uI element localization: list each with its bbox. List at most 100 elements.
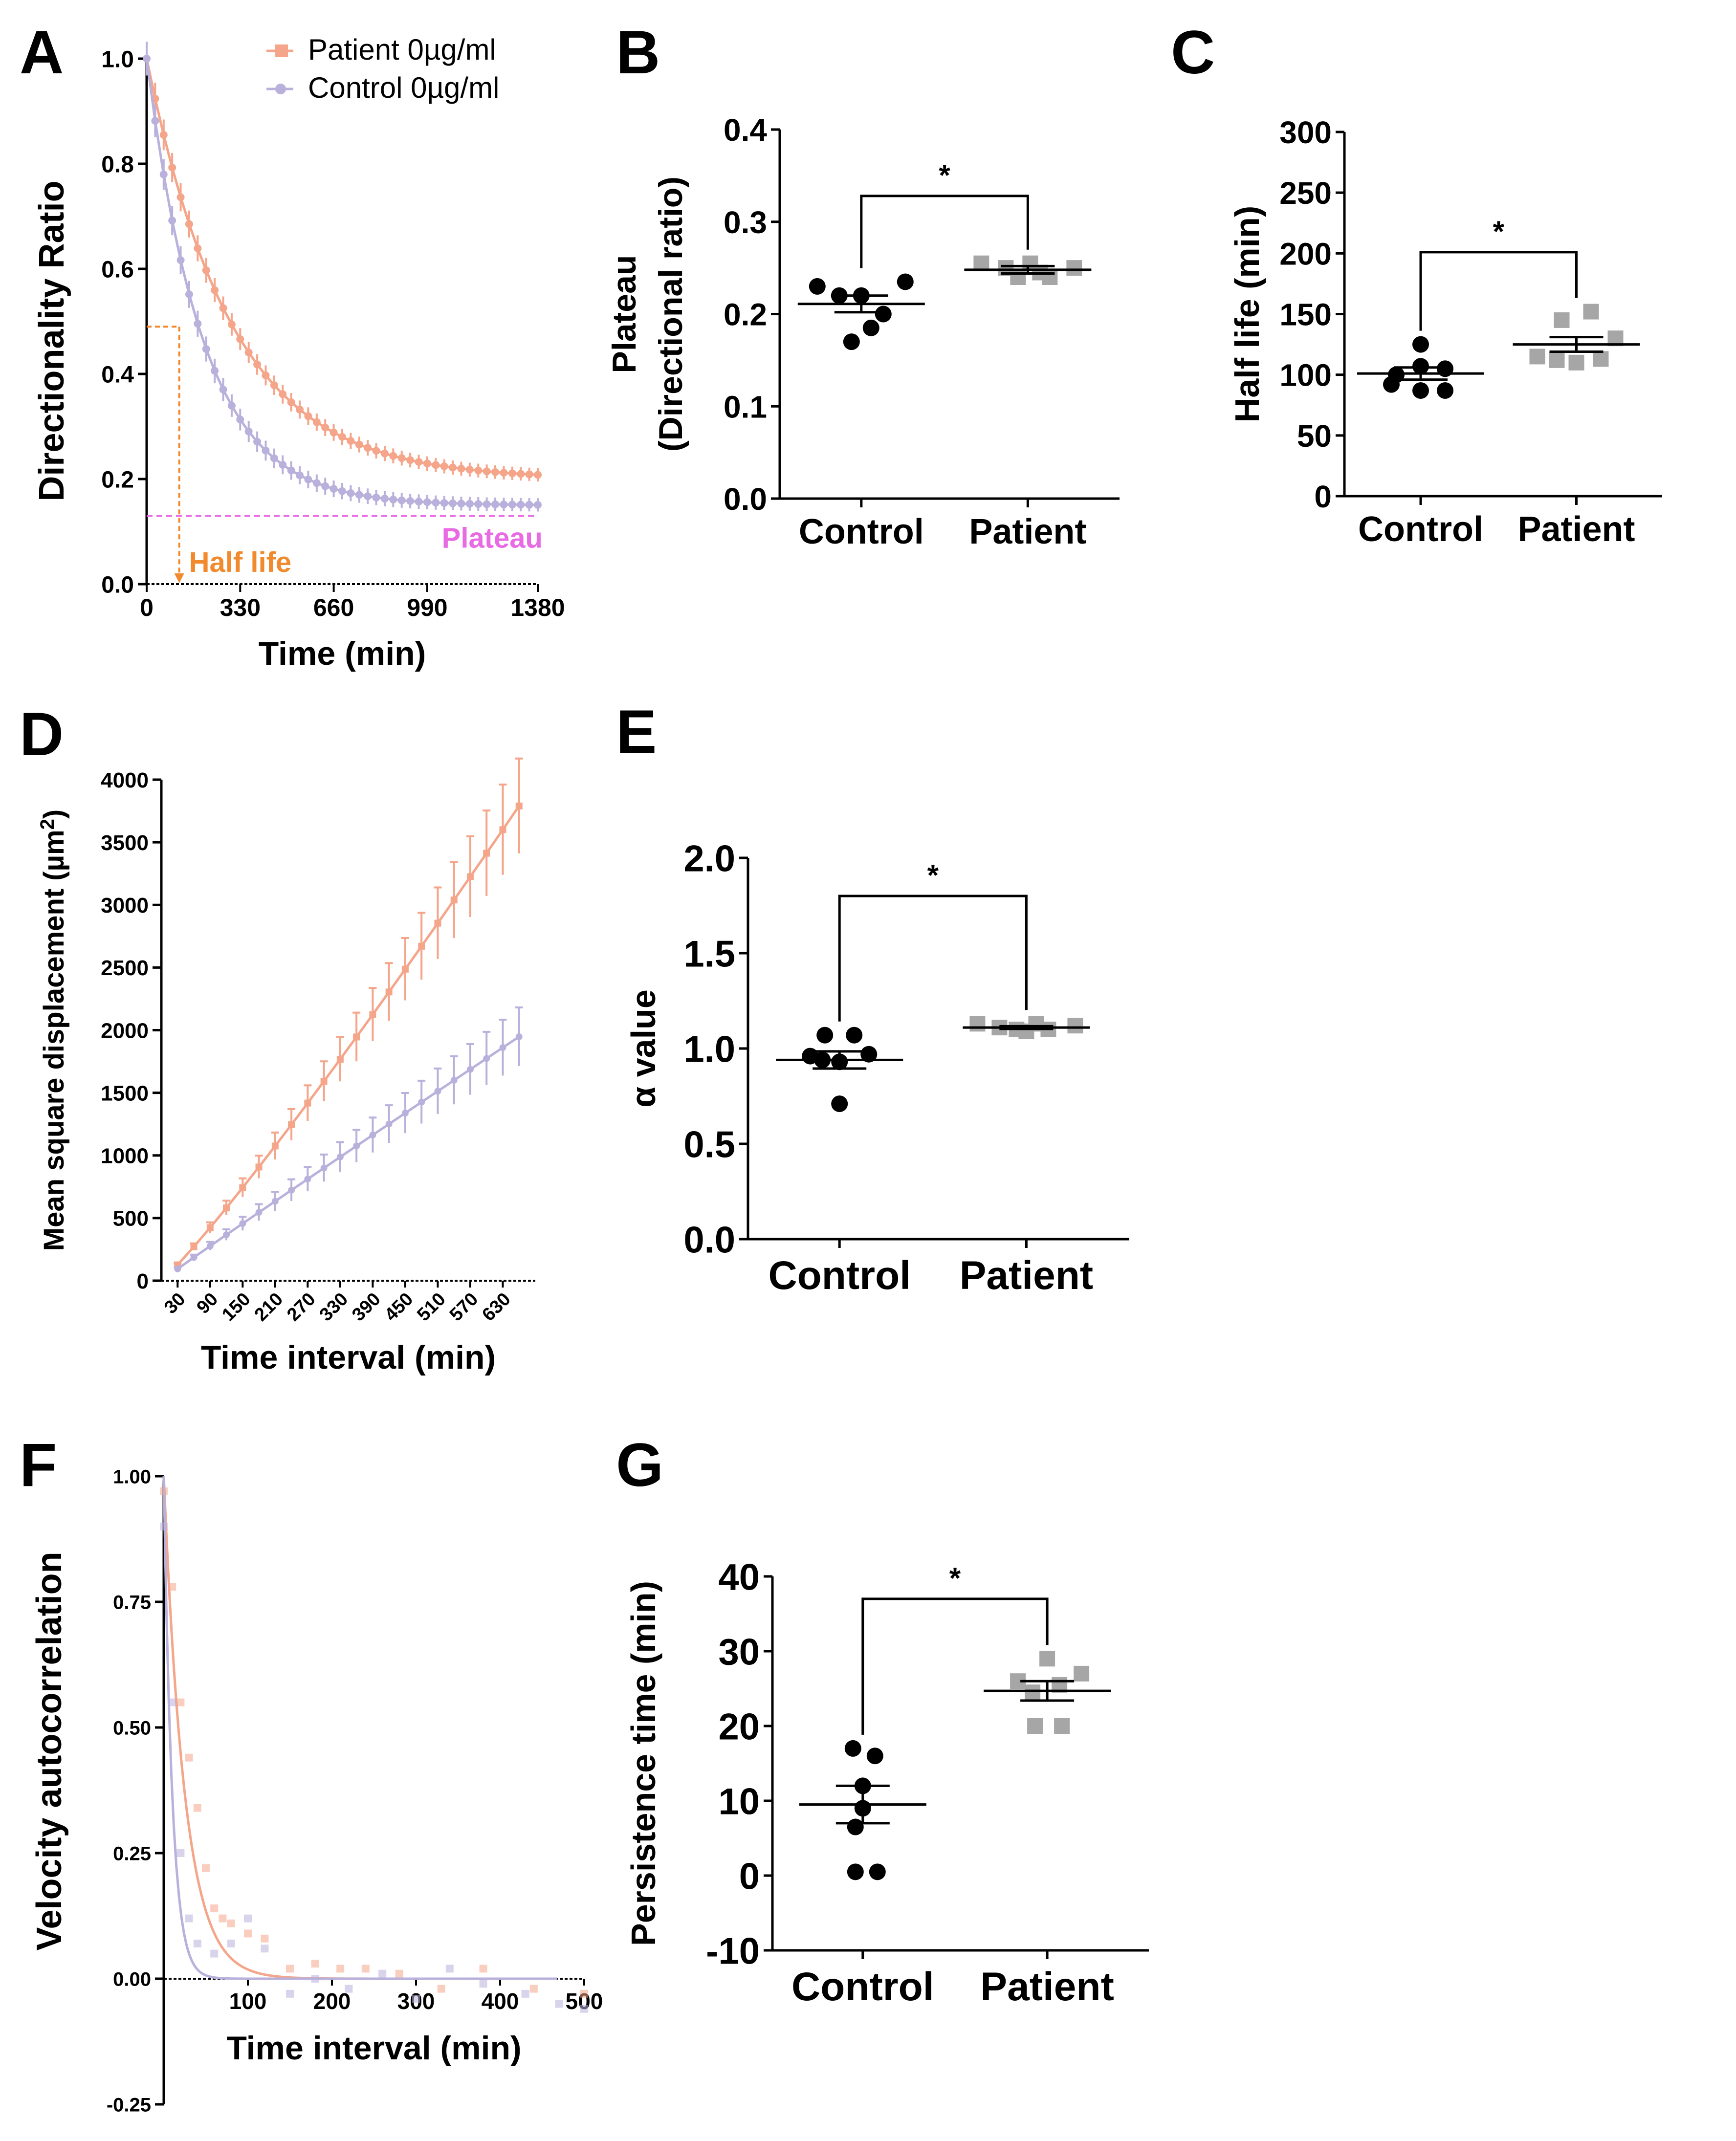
y-tick-label: 0.00 <box>113 1968 151 1990</box>
data-point <box>385 1120 393 1128</box>
data-point <box>194 244 202 253</box>
category-label: Control <box>799 512 924 551</box>
y-tick-label: 0.0 <box>724 481 767 517</box>
data-point <box>466 873 474 880</box>
data-point <box>279 390 287 398</box>
data-point <box>304 1176 311 1183</box>
panel-letter: F <box>20 1431 57 1499</box>
significance-bracket <box>860 195 1029 268</box>
data-point <box>534 471 542 479</box>
data-point <box>190 1254 198 1261</box>
data-point <box>236 335 244 343</box>
data-point <box>262 371 270 379</box>
data-point <box>395 1969 403 1978</box>
category-label: Control <box>768 1253 910 1298</box>
data-point-control <box>1437 382 1453 399</box>
data-point <box>185 1753 193 1762</box>
half-life-label: Half life <box>189 546 291 578</box>
data-point-control <box>843 333 860 350</box>
data-point-control <box>847 1818 864 1835</box>
data-point <box>176 1849 185 1857</box>
data-point <box>389 495 397 503</box>
data-point-patient <box>1010 269 1026 285</box>
data-point <box>330 485 338 493</box>
y-tick-label: 1.5 <box>683 933 735 975</box>
data-point <box>385 988 393 996</box>
data-point-patient <box>1549 352 1565 368</box>
data-point-control <box>816 1027 834 1044</box>
y-tick-label: 0.25 <box>113 1843 151 1864</box>
data-point <box>353 1033 360 1041</box>
data-point <box>236 415 244 424</box>
fit-curve <box>162 1476 557 1980</box>
y-tick-label: 100 <box>1279 358 1332 393</box>
data-point <box>440 462 448 471</box>
data-point <box>465 465 474 474</box>
y-tick-label: 300 <box>1279 115 1332 150</box>
y-tick-label: -0.25 <box>107 2094 151 2116</box>
plateau-label: Plateau <box>442 522 543 554</box>
data-point <box>176 193 185 201</box>
data-point <box>450 896 458 904</box>
data-point <box>286 1989 294 1998</box>
data-point <box>255 1209 263 1216</box>
data-point <box>304 1099 311 1107</box>
panel-letter: G <box>616 1431 663 1499</box>
x-tick-label: 510 <box>413 1289 450 1326</box>
data-point <box>311 1975 319 1983</box>
data-point <box>244 1929 252 1938</box>
data-point <box>347 437 355 445</box>
data-point <box>255 1163 263 1171</box>
y-tick-label: 0.0 <box>683 1219 735 1261</box>
panel-letter: A <box>20 19 64 87</box>
data-point <box>202 266 210 274</box>
x-tick-label: 990 <box>407 594 447 621</box>
data-point <box>210 1904 219 1913</box>
data-point <box>515 802 523 809</box>
x-axis-label: Time interval (min) <box>201 1339 496 1376</box>
data-point <box>369 1131 376 1138</box>
data-point <box>168 217 176 225</box>
y-tick-label: 40 <box>718 1556 760 1598</box>
y-tick-label: 3000 <box>101 894 149 918</box>
y-tick-label: 0.6 <box>101 257 134 283</box>
data-point <box>369 1011 376 1018</box>
data-point <box>401 1110 409 1117</box>
panel-C: C 0 50 100 150 200 250 300 Control Patient Half li… <box>1171 19 1662 549</box>
y-tick-label: 500 <box>113 1207 149 1231</box>
data-point <box>168 163 176 172</box>
data-point <box>378 1969 387 1978</box>
data-point <box>338 487 346 495</box>
data-point <box>168 1583 176 1591</box>
y-axis-label-end: ) <box>38 809 70 819</box>
data-point <box>457 500 465 508</box>
data-point <box>434 919 441 927</box>
x-tick-label: 390 <box>348 1289 385 1326</box>
data-point <box>312 418 321 426</box>
data-point <box>176 256 185 264</box>
y-tick-label: 1.0 <box>101 46 134 72</box>
y-tick-label: 1.00 <box>113 1466 151 1487</box>
data-point <box>450 1077 458 1084</box>
data-point <box>418 942 425 950</box>
data-point <box>432 499 440 507</box>
data-point-control <box>897 273 914 290</box>
x-tick-label: 630 <box>478 1289 515 1326</box>
data-point-control <box>846 1027 863 1044</box>
significance-star: * <box>1493 215 1505 248</box>
data-point <box>219 385 227 393</box>
data-point-patient <box>1054 1718 1070 1734</box>
data-point <box>174 1265 181 1272</box>
data-point <box>389 452 397 460</box>
y-tick-label: 2.0 <box>683 838 735 879</box>
data-point <box>508 501 516 509</box>
panel-letter: D <box>20 700 64 768</box>
data-point <box>372 493 380 502</box>
x-tick-label: 0 <box>140 594 154 621</box>
data-point <box>580 2005 588 2013</box>
data-point <box>321 482 330 490</box>
data-point <box>380 449 389 458</box>
data-point <box>320 1078 328 1085</box>
data-point <box>580 1989 588 1998</box>
data-point <box>440 499 448 507</box>
